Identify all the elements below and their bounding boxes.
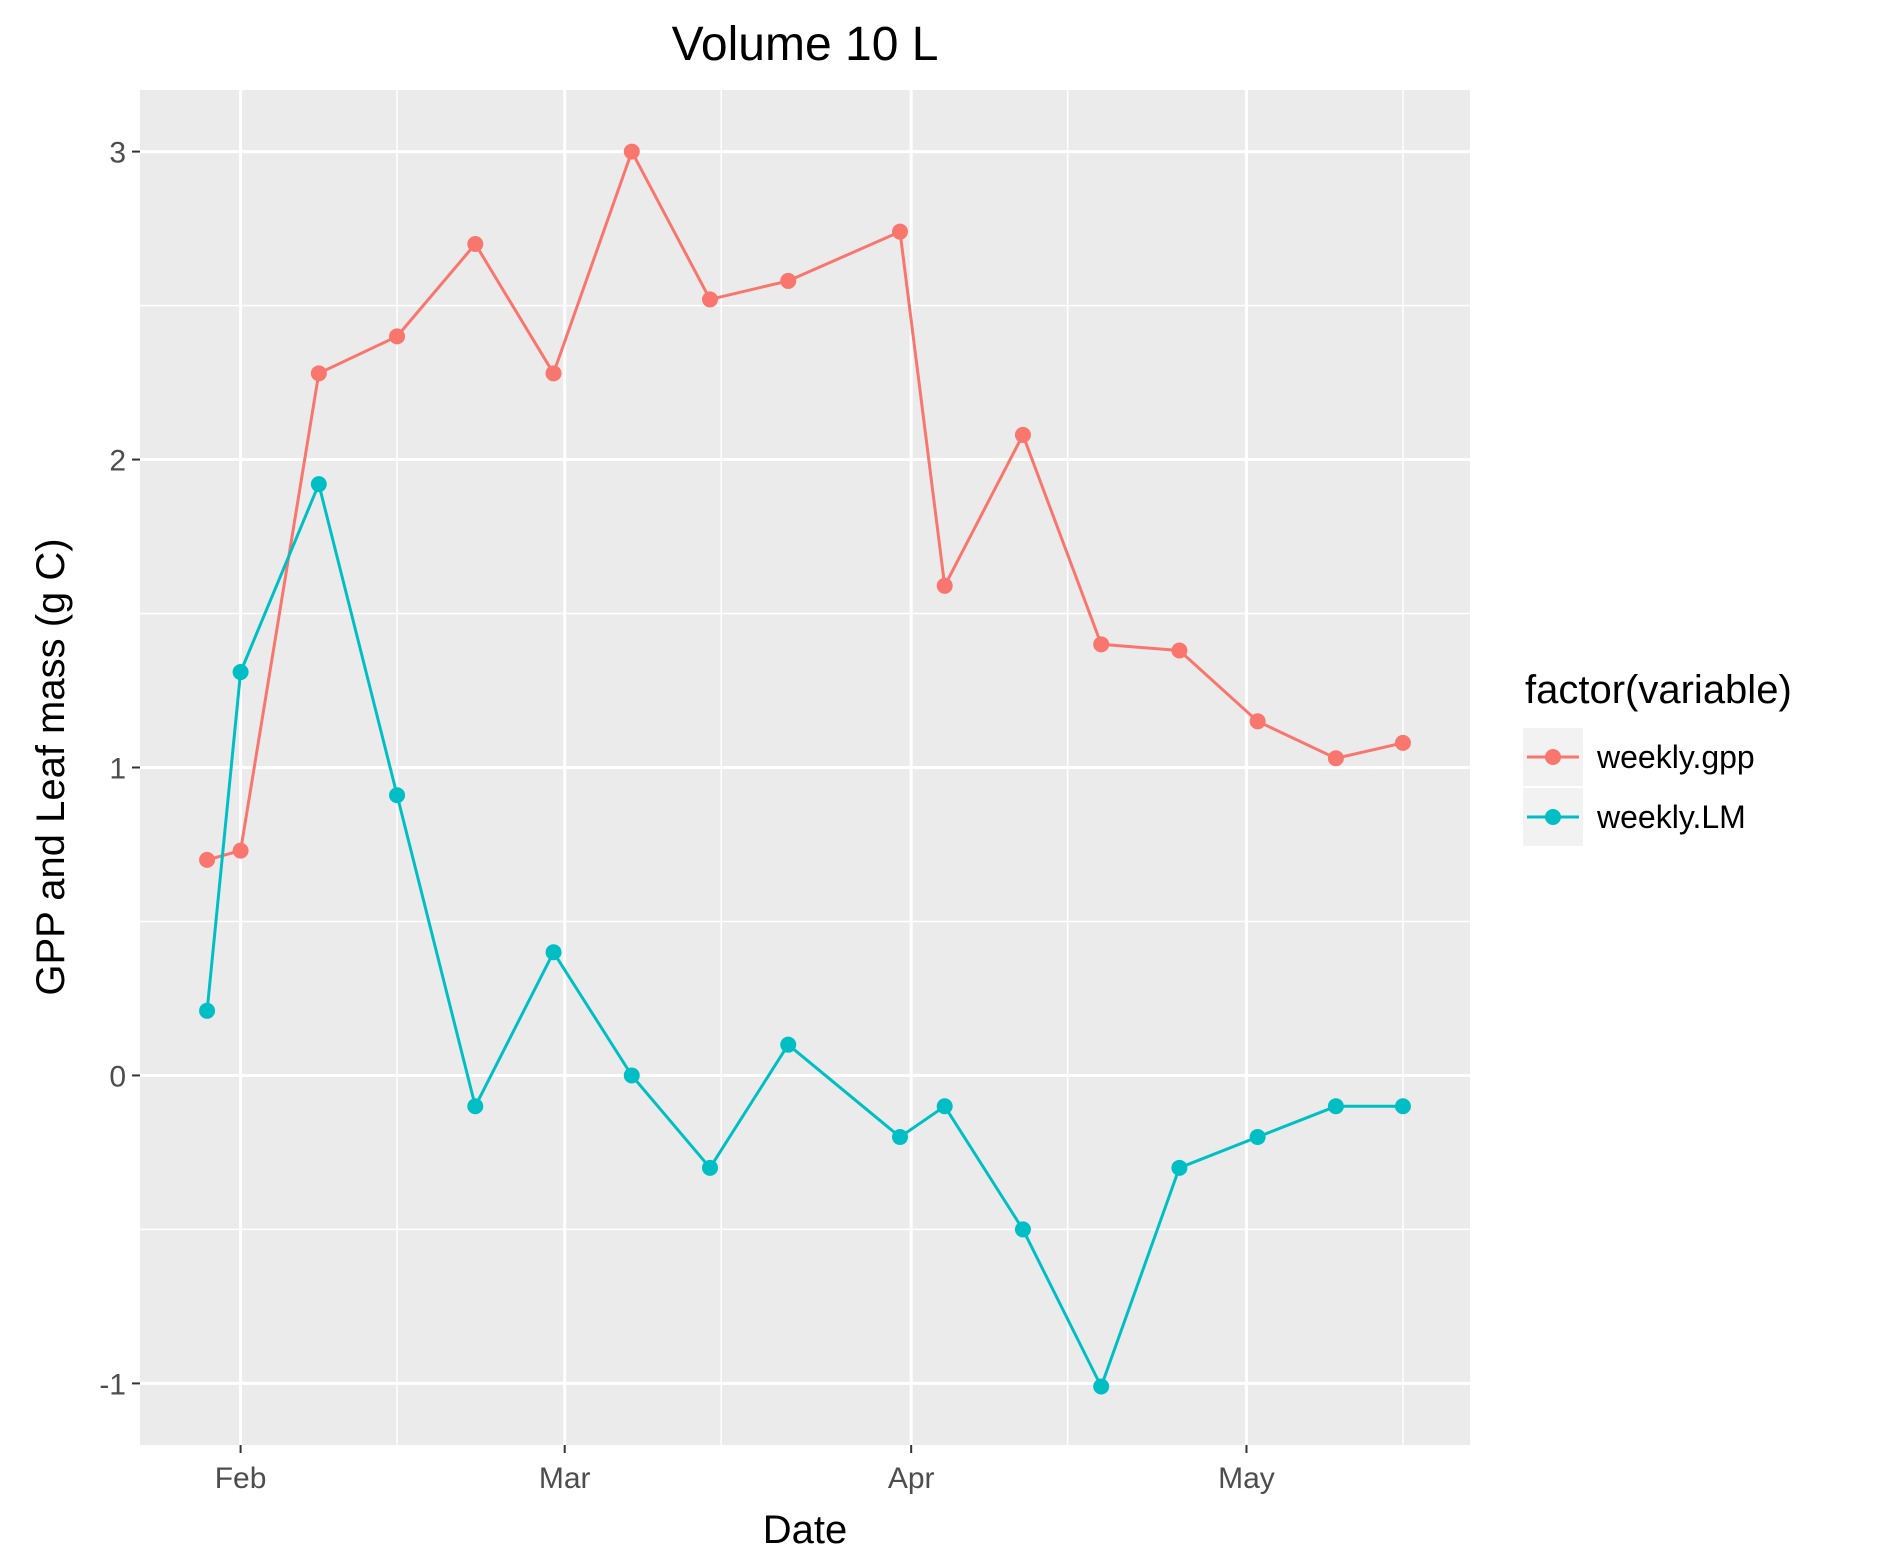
legend-label: weekly.LM xyxy=(1596,799,1746,835)
x-axis: Feb Mar Apr May xyxy=(215,1445,1275,1495)
data-point-weekly.LM xyxy=(1093,1378,1110,1395)
data-point-weekly.gpp xyxy=(780,272,797,289)
data-point-weekly.LM xyxy=(1394,1098,1411,1115)
data-point-weekly.gpp xyxy=(467,235,484,252)
x-tick-label: May xyxy=(1218,1462,1275,1495)
x-axis-title: Date xyxy=(763,1508,848,1552)
data-point-weekly.gpp xyxy=(936,577,953,594)
data-point-weekly.gpp xyxy=(199,851,216,868)
data-point-weekly.LM xyxy=(389,787,406,804)
data-point-weekly.LM xyxy=(1327,1098,1344,1115)
data-point-weekly.LM xyxy=(467,1098,484,1115)
chart-title: Volume 10 L xyxy=(672,18,939,71)
data-point-weekly.gpp xyxy=(1327,750,1344,767)
data-point-weekly.LM xyxy=(1171,1159,1188,1176)
data-point-weekly.LM xyxy=(545,944,562,961)
data-point-weekly.LM xyxy=(623,1067,640,1084)
data-point-weekly.gpp xyxy=(1394,734,1411,751)
data-point-weekly.LM xyxy=(780,1036,797,1053)
x-tick-label: Mar xyxy=(539,1462,591,1495)
y-tick-label: 3 xyxy=(109,137,126,170)
data-point-weekly.gpp xyxy=(232,842,249,859)
legend-title: factor(variable) xyxy=(1525,668,1792,712)
series-layer xyxy=(199,143,1411,1395)
y-tick-label: 1 xyxy=(109,753,126,786)
data-point-weekly.gpp xyxy=(1171,642,1188,659)
y-tick-label: 0 xyxy=(109,1060,126,1093)
data-point-weekly.gpp xyxy=(389,328,406,345)
legend-label: weekly.gpp xyxy=(1596,739,1755,775)
legend-key-point xyxy=(1545,809,1561,825)
data-point-weekly.LM xyxy=(1249,1129,1266,1146)
y-axis-title: GPP and Leaf mass (g C) xyxy=(29,538,73,995)
legend: factor(variable) weekly.gpp weekly.LM xyxy=(1523,668,1792,846)
data-point-weekly.gpp xyxy=(1249,713,1266,730)
y-tick-label: -1 xyxy=(99,1368,126,1401)
data-point-weekly.gpp xyxy=(545,365,562,382)
data-point-weekly.LM xyxy=(892,1129,908,1146)
x-tick-label: Apr xyxy=(888,1462,935,1495)
data-point-weekly.gpp xyxy=(1093,636,1110,653)
y-tick-label: 2 xyxy=(109,445,126,478)
data-point-weekly.LM xyxy=(1014,1221,1031,1238)
data-point-weekly.LM xyxy=(936,1098,953,1115)
data-point-weekly.LM xyxy=(310,476,327,493)
x-tick-label: Feb xyxy=(215,1462,267,1495)
y-axis: -1 0 1 2 3 xyxy=(99,137,140,1401)
data-point-weekly.LM xyxy=(232,664,249,681)
data-point-weekly.gpp xyxy=(1014,426,1031,443)
data-point-weekly.gpp xyxy=(623,143,640,160)
data-point-weekly.gpp xyxy=(310,365,327,382)
data-point-weekly.gpp xyxy=(892,223,908,240)
data-point-weekly.LM xyxy=(702,1159,718,1176)
data-point-weekly.gpp xyxy=(702,291,718,308)
legend-key-point xyxy=(1545,749,1561,765)
data-point-weekly.LM xyxy=(199,1002,216,1019)
